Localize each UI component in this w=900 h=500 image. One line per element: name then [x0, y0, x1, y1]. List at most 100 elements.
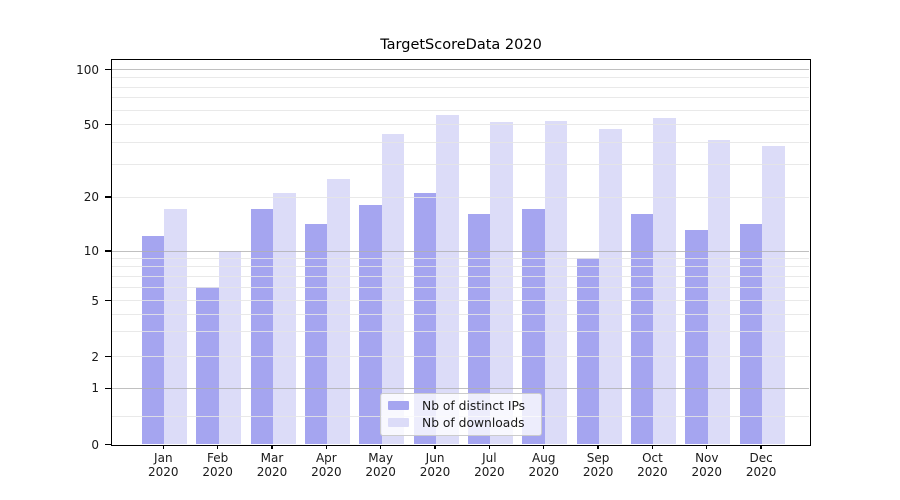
x-tick-mark: [434, 444, 436, 449]
gridline-minor: [111, 258, 809, 260]
x-tick-year: 2020: [311, 464, 342, 479]
y-axis-tick-label: 100: [76, 62, 99, 77]
x-tick-mark: [760, 444, 762, 449]
x-tick-year: 2020: [691, 464, 723, 479]
x-tick-month: Oct: [642, 451, 663, 465]
legend-label-downloads: Nb of downloads: [422, 415, 525, 430]
x-tick-mark: [271, 444, 273, 449]
bar-downloads-apr: [327, 178, 350, 444]
x-tick-month: Nov: [695, 451, 719, 465]
gridline-minor: [111, 124, 809, 125]
bar-distinct-ips-aug: [522, 209, 545, 444]
bar-distinct-ips-jan: [141, 236, 165, 444]
x-tick-mark: [651, 444, 654, 449]
legend-swatch-distinct-ips: [388, 400, 409, 411]
y-tick-mark: [105, 299, 111, 302]
x-axis-tick-label: Feb 2020: [186, 451, 250, 479]
x-axis-tick-label: Aug 2020: [512, 451, 576, 479]
bar-distinct-ips-jun: [413, 192, 437, 444]
legend-swatch-downloads: [388, 417, 409, 428]
gridline-minor: [111, 109, 809, 111]
legend-entry-distinct-ips: Nb of distinct IPs: [388, 399, 534, 413]
bar-distinct-ips-nov: [685, 230, 708, 444]
x-tick-mark: [216, 444, 219, 449]
y-axis-tick-label: 20: [83, 190, 99, 204]
x-tick-mark: [325, 444, 328, 449]
bar-distinct-ips-jul: [467, 213, 491, 444]
gridline-minor: [111, 97, 809, 99]
x-tick-month: Jun: [425, 451, 445, 465]
gridline-minor: [111, 331, 809, 333]
y-tick-mark: [105, 356, 111, 358]
y-tick-mark: [105, 250, 111, 252]
y-tick-mark: [105, 387, 111, 389]
gridline-minor: [111, 266, 809, 268]
y-axis-tick-label: 50: [83, 117, 99, 132]
x-tick-month: Jul: [482, 451, 497, 465]
y-tick-mark: [105, 123, 111, 126]
y-tick-mark: [105, 443, 111, 446]
chart-title: TargetScoreData 2020: [380, 37, 542, 53]
bar-downloads-nov: [707, 139, 731, 444]
x-tick-month: May: [368, 451, 394, 465]
y-axis-tick-label: 1: [91, 381, 99, 396]
bar-downloads-jul: [490, 122, 513, 444]
x-tick-mark: [706, 444, 708, 449]
x-tick-year: 2020: [202, 464, 233, 479]
legend: Nb of distinct IPs Nb of downloads: [380, 392, 542, 436]
bar-downloads-jan: [164, 209, 187, 444]
legend-entry-downloads: Nb of downloads: [388, 416, 534, 430]
bar-distinct-ips-dec: [739, 224, 763, 444]
y-axis-tick-label: 5: [91, 293, 99, 308]
x-tick-year: 2020: [148, 464, 179, 479]
x-axis-tick-label: Sep 2020: [566, 451, 630, 479]
bar-distinct-ips-mar: [250, 209, 273, 444]
bar-distinct-ips-sep: [576, 258, 600, 444]
bar-downloads-dec: [762, 145, 785, 444]
x-tick-mark: [488, 444, 491, 449]
x-tick-year: 2020: [528, 464, 560, 479]
x-tick-year: 2020: [256, 464, 288, 479]
gridline-minor: [111, 275, 809, 277]
bar-distinct-ips-oct: [630, 213, 654, 444]
x-tick-mark: [597, 444, 599, 449]
x-axis-tick-label: Jul 2020: [457, 451, 521, 479]
y-axis-tick-label: 10: [83, 244, 99, 258]
x-tick-month: Aug: [532, 451, 556, 465]
gridline-minor: [111, 141, 809, 143]
gridline-minor: [111, 77, 809, 79]
y-axis-tick-label: 2: [91, 349, 99, 364]
bar-downloads-sep: [599, 128, 622, 444]
x-tick-mark: [162, 444, 164, 449]
bar-downloads-feb: [218, 250, 242, 444]
y-tick-mark: [105, 196, 111, 198]
x-tick-month: Dec: [749, 451, 773, 465]
gridline-minor: [111, 286, 809, 288]
x-axis-tick-label: Oct 2020: [620, 451, 684, 479]
gridline-minor: [111, 164, 809, 166]
plot-area: Nb of distinct IPs Nb of downloads: [110, 59, 811, 446]
x-tick-month: Feb: [207, 451, 229, 465]
x-tick-month: Jan: [154, 451, 173, 465]
gridline-major: [111, 250, 809, 252]
bar-downloads-mar: [273, 192, 296, 444]
x-axis-tick-label: Jun 2020: [403, 451, 467, 479]
x-tick-year: 2020: [637, 464, 668, 479]
bar-downloads-oct: [653, 117, 676, 444]
y-axis-tick-label: 0: [91, 437, 99, 452]
gridline-minor: [111, 356, 809, 358]
bar-downloads-aug: [544, 120, 568, 444]
grid-layer: [111, 60, 809, 444]
bar-distinct-ips-feb: [196, 286, 219, 444]
gridline-major: [111, 69, 809, 70]
y-tick-mark: [105, 68, 111, 71]
x-tick-month: Mar: [260, 451, 284, 465]
gridline-minor: [111, 300, 809, 301]
x-axis-tick-label: Dec 2020: [729, 451, 793, 479]
x-tick-month: Sep: [586, 451, 610, 465]
gridline-major: [111, 387, 809, 389]
gridline-minor: [111, 196, 809, 198]
bar-distinct-ips-apr: [304, 224, 328, 444]
bar-distinct-ips-may: [359, 204, 382, 444]
